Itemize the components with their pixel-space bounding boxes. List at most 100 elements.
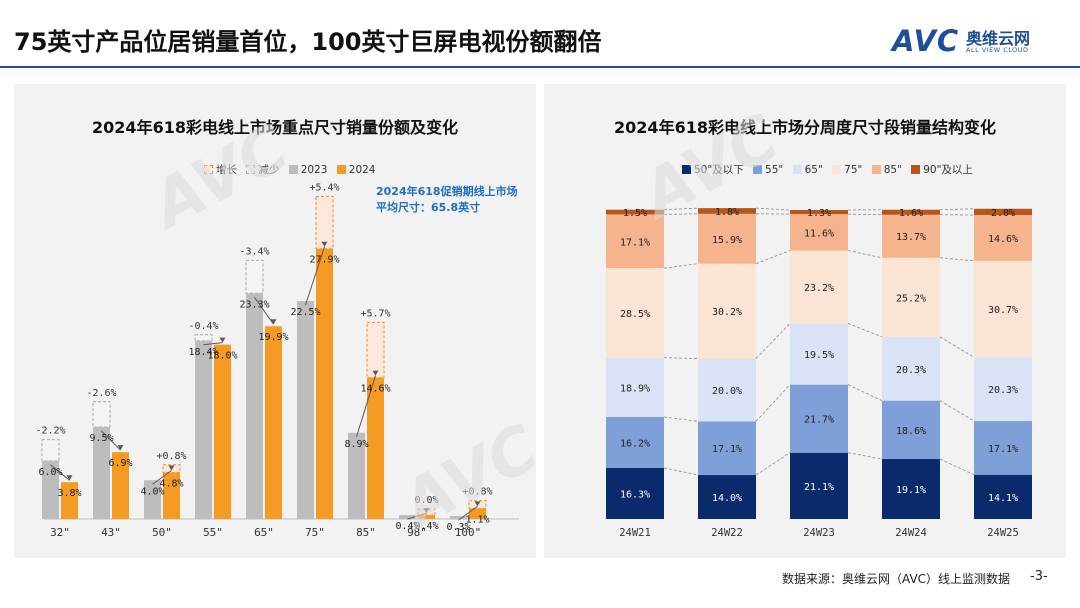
segment-value-label: 19.5% <box>804 350 834 361</box>
legend-label-50: 50"及以下 <box>694 164 744 176</box>
segment-value-label: 30.7% <box>988 305 1018 316</box>
stack-segment <box>790 452 848 519</box>
value-label-2023: 6.0% <box>38 467 62 478</box>
change-arrow-line <box>101 430 121 451</box>
category-label: 75" <box>305 526 325 539</box>
connector-line <box>755 452 791 476</box>
category-label: 85" <box>356 526 376 539</box>
change-arrow-head <box>474 501 481 507</box>
connector-line <box>847 213 883 216</box>
stack-segment <box>606 357 664 417</box>
segment-value-label: 20.0% <box>712 386 742 397</box>
stack-segment <box>974 260 1032 358</box>
logo-chinese: 奥维云网 <box>966 29 1031 48</box>
stack-segment <box>882 400 940 460</box>
note-line-1: 2024年618促销期线上市场 <box>376 185 518 198</box>
connector-line <box>663 207 699 211</box>
change-arrow-line <box>203 342 223 346</box>
bar-2024 <box>469 508 486 519</box>
value-label-2024: 14.6% <box>360 384 390 395</box>
legend-label-90: 90"及以上 <box>923 164 973 176</box>
page-number: -3- <box>1030 569 1048 584</box>
right-chart-legend: 50"及以下 55" 65" 75" 85" 90"及以上 <box>682 162 979 177</box>
legend-label-decrease: 减少 <box>258 164 280 176</box>
value-label-2024: 18.0% <box>207 351 237 362</box>
bar-2023 <box>42 460 59 519</box>
legend-label-55: 55" <box>765 164 784 176</box>
segment-value-label: 25.2% <box>896 293 926 304</box>
segment-value-label: 28.5% <box>620 309 650 320</box>
bar-2023 <box>246 293 263 519</box>
bar-2024 <box>367 377 384 519</box>
stack-segment <box>882 209 940 215</box>
segment-value-label: 18.9% <box>620 383 650 394</box>
value-label-2024: 0.4% <box>414 521 438 532</box>
stack-segment <box>790 323 848 385</box>
segment-value-label: 21.7% <box>804 415 834 426</box>
stack-segment <box>882 336 940 401</box>
change-label: -2.6% <box>86 388 116 399</box>
stack-segment <box>790 250 848 324</box>
value-label-2023: 22.5% <box>290 307 320 318</box>
segment-value-label: 11.6% <box>804 228 834 239</box>
connector-line <box>847 323 883 338</box>
segment-value-label: 13.7% <box>896 232 926 243</box>
change-arrow-line <box>458 505 478 521</box>
segment-value-label: 30.2% <box>712 307 742 318</box>
page-title: 75英寸产品位居销量首位，100英寸巨屏电视份额翻倍 <box>14 28 602 56</box>
segment-value-label: 16.3% <box>620 489 650 500</box>
connector-line <box>847 384 883 401</box>
bar-2023 <box>144 480 161 519</box>
segment-value-label: 18.6% <box>896 426 926 437</box>
legend-label-increase: 增长 <box>216 164 237 176</box>
segment-value-label: 15.9% <box>712 235 742 246</box>
data-source: 数据来源：奥维云网（AVC）线上监测数据 <box>782 572 1011 586</box>
change-arrow-head <box>66 475 73 481</box>
connector-line <box>663 213 699 215</box>
value-label-2023: 8.9% <box>344 439 368 450</box>
category-label: 55" <box>203 526 223 539</box>
left-chart-legend: 增长 减少 2023 2024 <box>204 162 382 177</box>
stack-segment <box>790 214 848 251</box>
segment-value-label: 14.1% <box>988 493 1018 504</box>
stack-segment <box>606 214 664 269</box>
change-arrow-head <box>270 319 277 325</box>
bar-2023 <box>399 515 416 519</box>
segment-value-label: 20.3% <box>988 385 1018 396</box>
bar-2024 <box>316 248 333 519</box>
increase-box <box>315 195 334 250</box>
value-label-2023: 18.4% <box>188 347 218 358</box>
logo-wordmark: AVC <box>892 24 960 58</box>
increase-box <box>366 321 385 379</box>
stack-segment <box>606 416 664 468</box>
change-label: +0.8% <box>156 451 186 462</box>
segment-value-label: 14.6% <box>988 234 1018 245</box>
change-arrow-head <box>321 241 328 247</box>
change-arrow-head <box>372 370 379 376</box>
left-bar-chart: -2.2% 6.0% 3.8% 32" -2.6% 9.5% 6.9% 43" +0.8% 4.0… <box>35 182 519 539</box>
segment-value-label: 17.1% <box>712 444 742 455</box>
segment-value-label: 1.8% <box>715 207 739 218</box>
bar-2023 <box>93 426 110 519</box>
connector-line <box>847 452 883 460</box>
right-stacked-chart: 16.3% 16.2% 18.9% 28.5% 17.1% 1.5% 24W21 14.0% 1… <box>606 207 1032 539</box>
segment-value-label: 19.1% <box>896 485 926 496</box>
note-line-2: 平均尺寸：65.8英寸 <box>376 201 481 214</box>
legend-item-75: 75" <box>832 164 862 176</box>
bar-2023 <box>195 340 212 519</box>
stack-segment <box>698 208 756 214</box>
connector-line <box>755 250 791 265</box>
change-arrow-line <box>356 375 376 437</box>
change-arrow-head <box>219 337 226 343</box>
category-label: 24W24 <box>895 527 927 539</box>
category-label: 24W22 <box>711 527 743 539</box>
category-label: 24W23 <box>803 527 835 539</box>
change-label: +5.7% <box>360 308 390 319</box>
stack-segment <box>974 215 1032 261</box>
legend-item-85: 85" <box>871 164 902 176</box>
right-chart-panel: 2024年618彩电线上市场分周度尺寸段销量结构变化 50"及以下 55" 65… <box>544 84 1066 558</box>
value-label-2023: 0.3% <box>446 522 470 533</box>
value-label-2024: 27.9% <box>309 255 339 266</box>
stack-segment <box>974 357 1032 422</box>
category-label: 32" <box>50 526 70 539</box>
